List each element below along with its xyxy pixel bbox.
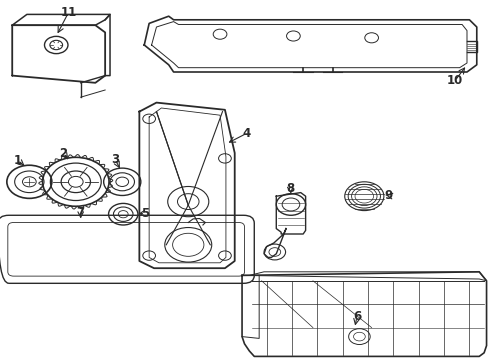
Text: 9: 9 [384, 189, 392, 202]
Text: 10: 10 [446, 75, 462, 87]
Text: 7: 7 [77, 206, 84, 219]
Text: 4: 4 [243, 127, 250, 140]
Text: 8: 8 [286, 183, 294, 195]
Text: 3: 3 [111, 153, 119, 166]
Text: 6: 6 [352, 310, 360, 323]
Text: 2: 2 [60, 147, 67, 159]
Text: 5: 5 [141, 207, 149, 220]
Text: 1: 1 [14, 154, 21, 167]
Text: 11: 11 [60, 6, 77, 19]
